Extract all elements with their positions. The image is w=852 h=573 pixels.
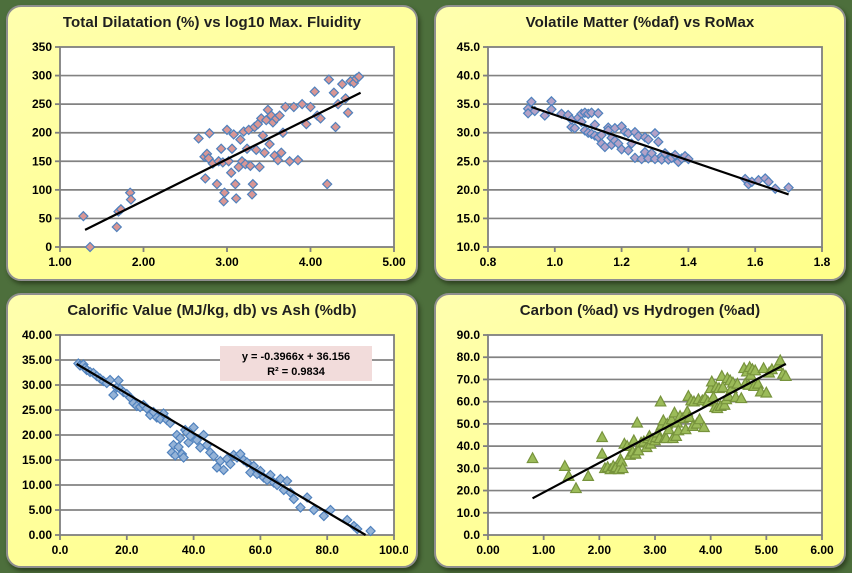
svg-text:1.00: 1.00 <box>48 255 72 269</box>
svg-text:70.0: 70.0 <box>457 372 481 386</box>
svg-text:60.0: 60.0 <box>249 543 273 557</box>
svg-text:1.2: 1.2 <box>613 255 630 269</box>
svg-text:10.0: 10.0 <box>457 505 481 519</box>
svg-text:3.00: 3.00 <box>215 255 239 269</box>
svg-text:1.0: 1.0 <box>546 255 563 269</box>
scatter-plot-calorific-value: 0.00 5.00 10.00 15.00 20.00 25.00 30.00 35.00 40… <box>13 327 409 562</box>
svg-text:4.00: 4.00 <box>699 543 723 557</box>
svg-text:40.0: 40.0 <box>182 543 206 557</box>
svg-text:50: 50 <box>39 211 53 225</box>
svg-text:15.00: 15.00 <box>22 453 52 467</box>
svg-text:100: 100 <box>32 183 52 197</box>
svg-text:6.00: 6.00 <box>810 543 834 557</box>
svg-text:1.00: 1.00 <box>532 543 556 557</box>
svg-text:10.0: 10.0 <box>457 240 481 254</box>
svg-text:80.0: 80.0 <box>457 350 481 364</box>
chart-canvas: 0.0 10.0 20.0 30.0 40.0 50.0 60.0 70.0 80.0 90.0 0… <box>457 328 834 557</box>
svg-text:4.00: 4.00 <box>299 255 323 269</box>
svg-text:40.00: 40.00 <box>22 328 52 342</box>
svg-text:45.0: 45.0 <box>457 40 481 54</box>
svg-text:150: 150 <box>32 154 52 168</box>
svg-text:30.0: 30.0 <box>457 126 481 140</box>
svg-text:R² = 0.9834: R² = 0.9834 <box>267 366 326 378</box>
svg-text:y = -0.3966x + 36.156: y = -0.3966x + 36.156 <box>242 351 350 363</box>
svg-text:5.00: 5.00 <box>29 503 53 517</box>
scatter-plot-carbon-hydrogen: 0.0 10.0 20.0 30.0 40.0 50.0 60.0 70.0 80.0 90.0 0… <box>441 327 836 562</box>
svg-text:0: 0 <box>45 240 52 254</box>
svg-text:0.00: 0.00 <box>29 528 53 542</box>
svg-text:20.0: 20.0 <box>115 543 139 557</box>
svg-text:0.00: 0.00 <box>476 543 500 557</box>
chart-title: Volatile Matter (%daf) vs RoMax <box>525 14 755 31</box>
svg-text:0.0: 0.0 <box>463 528 480 542</box>
svg-text:20.0: 20.0 <box>457 483 481 497</box>
chart-canvas: 10.0 15.0 20.0 25.0 30.0 35.0 40.0 45.0 0.8 1.0 1.… <box>457 40 831 269</box>
chart-panel-calorific-value: Calorific Value (MJ/kg, db) vs Ash (%db)… <box>6 292 418 568</box>
chart-panel-carbon-hydrogen: Carbon (%ad) vs Hydrogen (%ad) 0.0 10.0 20… <box>434 292 846 568</box>
svg-text:100.0: 100.0 <box>379 543 408 557</box>
svg-text:5.00: 5.00 <box>382 255 406 269</box>
chart-title: Calorific Value (MJ/kg, db) vs Ash (%db) <box>67 301 357 319</box>
svg-text:350: 350 <box>32 40 52 54</box>
svg-text:40.0: 40.0 <box>457 439 481 453</box>
chart-title: Carbon (%ad) vs Hydrogen (%ad) <box>519 301 761 319</box>
svg-text:30.00: 30.00 <box>22 378 52 392</box>
chart-canvas: 0.00 5.00 10.00 15.00 20.00 25.00 30.00 35.00 40… <box>22 328 409 557</box>
svg-text:2.00: 2.00 <box>588 543 612 557</box>
scatter-plot-volatile-matter: 10.0 15.0 20.0 25.0 30.0 35.0 40.0 45.0 0.8 1.0 1.… <box>441 39 836 274</box>
svg-text:50.0: 50.0 <box>457 416 481 430</box>
svg-text:60.0: 60.0 <box>457 394 481 408</box>
svg-text:25.00: 25.00 <box>22 403 52 417</box>
svg-text:35.0: 35.0 <box>457 97 481 111</box>
svg-text:35.00: 35.00 <box>22 353 52 367</box>
svg-text:10.00: 10.00 <box>22 478 52 492</box>
svg-text:300: 300 <box>32 69 52 83</box>
chart-panel-total-dilatation: Total Dilatation (%) vs log10 Max. Fluid… <box>6 5 418 281</box>
svg-text:80.0: 80.0 <box>316 543 340 557</box>
svg-text:250: 250 <box>32 97 52 111</box>
svg-text:20.0: 20.0 <box>457 183 481 197</box>
chart-title: Total Dilatation (%) vs log10 Max. Fluid… <box>62 14 362 31</box>
svg-text:5.00: 5.00 <box>755 543 779 557</box>
svg-text:15.0: 15.0 <box>457 211 481 225</box>
chart-panel-volatile-matter: Volatile Matter (%daf) vs RoMax 10.0 15.0… <box>434 5 846 281</box>
svg-text:20.00: 20.00 <box>22 428 52 442</box>
svg-text:0.0: 0.0 <box>52 543 69 557</box>
svg-text:40.0: 40.0 <box>457 69 481 83</box>
svg-text:90.0: 90.0 <box>457 328 481 342</box>
svg-text:0.8: 0.8 <box>480 255 497 269</box>
chart-canvas: 0 50 100 150 200 250 300 350 1.00 2.00 3.00 4.00 5.0… <box>32 40 406 269</box>
scatter-plot-total-dilatation: 0 50 100 150 200 250 300 350 1.00 2.00 3.00 4.00 5.0… <box>13 39 408 274</box>
svg-text:1.6: 1.6 <box>747 255 764 269</box>
svg-text:3.00: 3.00 <box>643 543 667 557</box>
svg-text:30.0: 30.0 <box>457 461 481 475</box>
svg-text:1.4: 1.4 <box>680 255 697 269</box>
svg-text:25.0: 25.0 <box>457 154 481 168</box>
svg-text:1.8: 1.8 <box>814 255 831 269</box>
svg-text:200: 200 <box>32 126 52 140</box>
svg-text:2.00: 2.00 <box>132 255 156 269</box>
